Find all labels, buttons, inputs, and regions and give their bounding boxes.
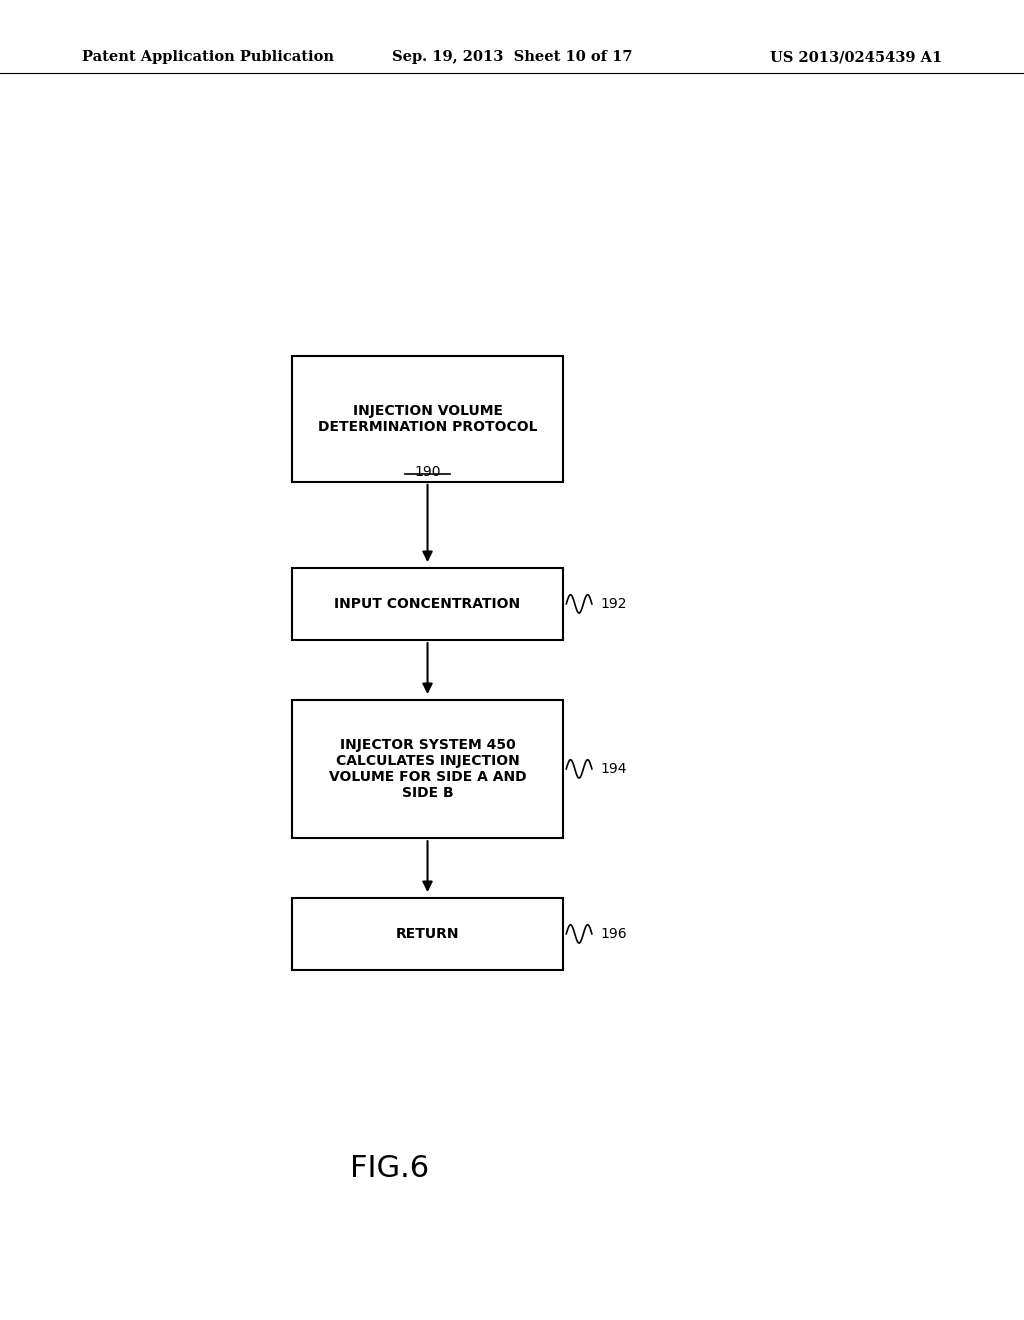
Text: INJECTION VOLUME
DETERMINATION PROTOCOL: INJECTION VOLUME DETERMINATION PROTOCOL: [317, 404, 538, 434]
FancyBboxPatch shape: [292, 356, 563, 482]
FancyBboxPatch shape: [292, 898, 563, 970]
Text: US 2013/0245439 A1: US 2013/0245439 A1: [770, 50, 942, 65]
Text: INPUT CONCENTRATION: INPUT CONCENTRATION: [335, 597, 520, 611]
Text: RETURN: RETURN: [395, 927, 460, 941]
Text: 192: 192: [600, 597, 627, 611]
Text: FIG.6: FIG.6: [349, 1154, 429, 1183]
Text: INJECTOR SYSTEM 450
CALCULATES INJECTION
VOLUME FOR SIDE A AND
SIDE B: INJECTOR SYSTEM 450 CALCULATES INJECTION…: [329, 738, 526, 800]
FancyBboxPatch shape: [292, 700, 563, 838]
Text: 194: 194: [600, 762, 627, 776]
Text: Sep. 19, 2013  Sheet 10 of 17: Sep. 19, 2013 Sheet 10 of 17: [392, 50, 632, 65]
Text: 190: 190: [415, 465, 440, 479]
Text: Patent Application Publication: Patent Application Publication: [82, 50, 334, 65]
Text: 196: 196: [600, 927, 627, 941]
FancyBboxPatch shape: [292, 568, 563, 640]
